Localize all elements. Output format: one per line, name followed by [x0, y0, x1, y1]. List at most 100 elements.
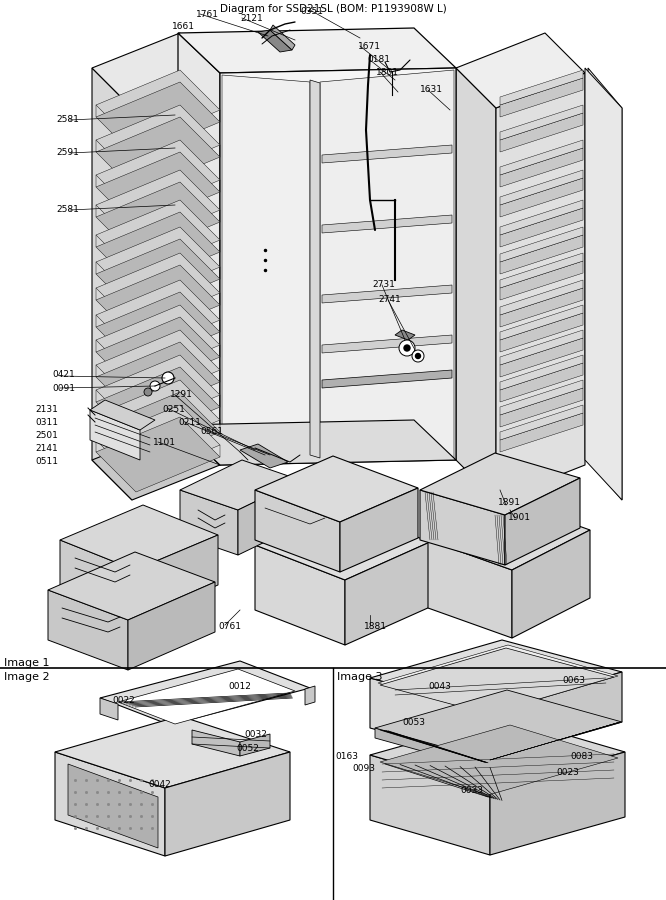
Text: 0211: 0211 — [178, 418, 201, 427]
Polygon shape — [135, 535, 218, 620]
Text: Image 3: Image 3 — [337, 672, 382, 682]
Polygon shape — [96, 152, 220, 227]
Polygon shape — [68, 764, 158, 848]
Polygon shape — [178, 28, 456, 73]
Polygon shape — [178, 420, 456, 465]
Polygon shape — [96, 265, 220, 340]
Polygon shape — [240, 444, 288, 468]
Polygon shape — [428, 500, 590, 570]
Polygon shape — [48, 552, 215, 620]
Polygon shape — [585, 68, 622, 500]
Polygon shape — [96, 70, 220, 145]
Text: 1661: 1661 — [172, 22, 195, 31]
Polygon shape — [96, 117, 220, 192]
Text: 2741: 2741 — [378, 295, 401, 304]
Circle shape — [144, 388, 152, 396]
Text: 0163: 0163 — [335, 752, 358, 761]
Polygon shape — [96, 355, 220, 430]
Polygon shape — [310, 80, 320, 458]
Polygon shape — [100, 698, 118, 720]
Polygon shape — [500, 413, 583, 452]
Polygon shape — [512, 530, 590, 638]
Polygon shape — [322, 285, 452, 303]
Polygon shape — [500, 261, 583, 300]
Text: 0023: 0023 — [556, 768, 579, 777]
Polygon shape — [96, 239, 220, 314]
Text: 1671: 1671 — [358, 42, 381, 51]
Polygon shape — [420, 490, 505, 565]
Text: Diagram for SSD21SL (BOM: P1193908W L): Diagram for SSD21SL (BOM: P1193908W L) — [220, 4, 446, 14]
Polygon shape — [370, 640, 622, 710]
Polygon shape — [165, 752, 290, 856]
Polygon shape — [128, 582, 215, 670]
Polygon shape — [60, 540, 135, 620]
Polygon shape — [240, 734, 270, 756]
Text: 0093: 0093 — [352, 764, 375, 773]
Polygon shape — [255, 490, 340, 572]
Text: 2731: 2731 — [372, 280, 395, 289]
Polygon shape — [96, 227, 220, 302]
Polygon shape — [456, 68, 496, 500]
Polygon shape — [500, 313, 583, 352]
Polygon shape — [375, 690, 622, 760]
Polygon shape — [500, 388, 583, 427]
Text: 1801: 1801 — [376, 68, 399, 77]
Polygon shape — [178, 33, 220, 465]
Polygon shape — [500, 178, 583, 217]
Polygon shape — [500, 113, 583, 152]
Polygon shape — [90, 410, 140, 460]
Text: 1291: 1291 — [170, 390, 193, 399]
Polygon shape — [320, 70, 454, 458]
Polygon shape — [322, 145, 452, 163]
Polygon shape — [370, 678, 490, 760]
Polygon shape — [378, 645, 618, 714]
Text: 0091: 0091 — [52, 384, 75, 393]
Polygon shape — [255, 507, 430, 580]
Text: 1761: 1761 — [196, 10, 219, 19]
Polygon shape — [96, 253, 220, 328]
Polygon shape — [370, 755, 490, 855]
Polygon shape — [496, 73, 585, 500]
Text: 1891: 1891 — [498, 498, 521, 507]
Text: 2581: 2581 — [56, 205, 79, 214]
Polygon shape — [238, 480, 300, 555]
Text: 0053: 0053 — [402, 718, 425, 727]
Polygon shape — [220, 68, 456, 465]
Polygon shape — [96, 292, 220, 367]
Circle shape — [150, 381, 160, 391]
Text: 0181: 0181 — [367, 55, 390, 64]
Polygon shape — [500, 363, 583, 402]
Polygon shape — [270, 25, 295, 50]
Polygon shape — [96, 105, 220, 180]
Polygon shape — [100, 661, 310, 725]
Text: 0033: 0033 — [460, 786, 483, 795]
Polygon shape — [500, 70, 583, 105]
Polygon shape — [96, 82, 220, 157]
Polygon shape — [92, 33, 220, 108]
Text: 0083: 0083 — [570, 752, 593, 761]
Text: 1901: 1901 — [508, 513, 531, 522]
Polygon shape — [96, 140, 220, 215]
Circle shape — [162, 372, 174, 384]
Polygon shape — [500, 288, 583, 327]
Polygon shape — [420, 453, 580, 515]
Text: 0311: 0311 — [35, 418, 58, 427]
Polygon shape — [60, 505, 218, 570]
Polygon shape — [180, 460, 300, 510]
Polygon shape — [340, 488, 418, 572]
Polygon shape — [500, 208, 583, 247]
Text: 1631: 1631 — [420, 85, 443, 94]
Polygon shape — [96, 317, 220, 392]
Text: 0052: 0052 — [236, 744, 259, 753]
Polygon shape — [55, 752, 165, 856]
Polygon shape — [180, 490, 238, 555]
Polygon shape — [490, 672, 622, 760]
Text: 0351: 0351 — [300, 7, 323, 16]
Polygon shape — [380, 648, 614, 714]
Polygon shape — [500, 380, 583, 415]
Polygon shape — [456, 33, 585, 108]
Text: 0042: 0042 — [148, 780, 170, 789]
Text: 0251: 0251 — [162, 405, 185, 414]
Polygon shape — [500, 305, 583, 340]
Polygon shape — [500, 170, 583, 205]
